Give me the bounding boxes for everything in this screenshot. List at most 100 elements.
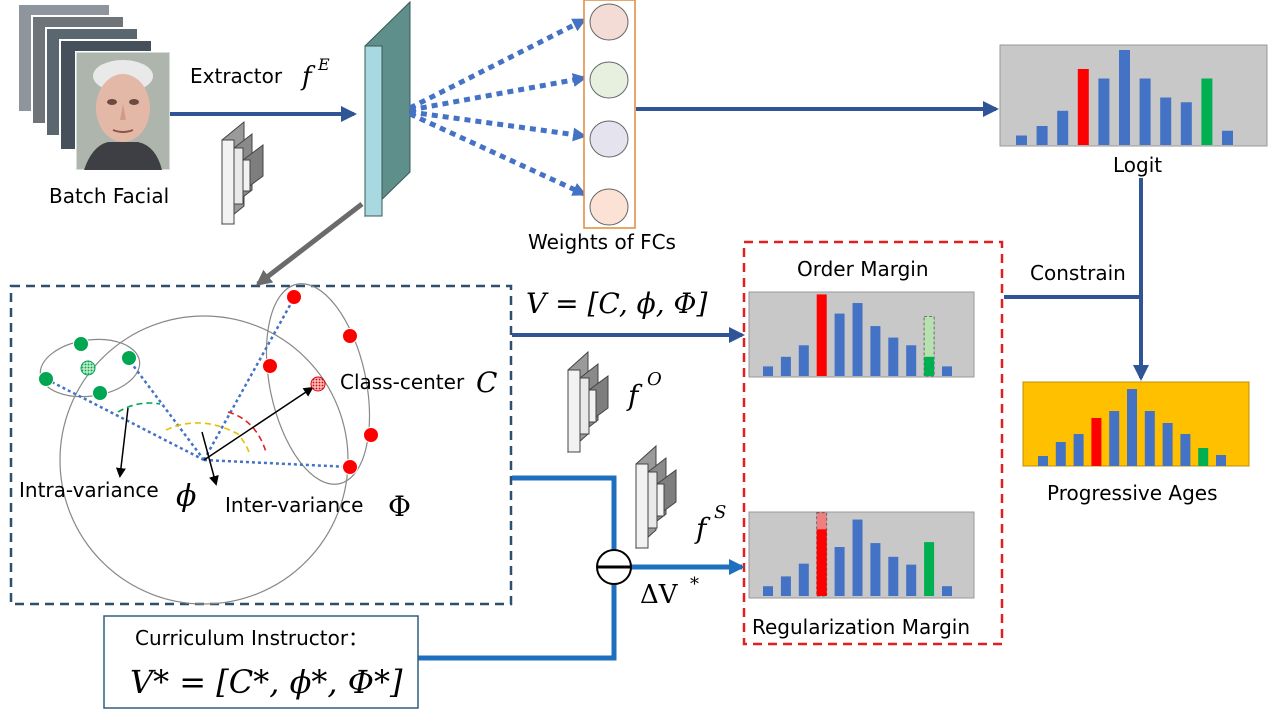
inter-variance-symbol: Φ [388, 490, 411, 523]
progressive-ages-bar-7 [1162, 423, 1173, 466]
progressive-ages-bar-0 [1038, 456, 1048, 466]
order-margin-ghost-bar-9 [923, 316, 935, 377]
order-margin-bar-1 [780, 356, 791, 376]
regularization-margin-bar-8 [906, 564, 917, 596]
logit-bars [1016, 50, 1233, 145]
f-o-superscript: O [647, 369, 662, 390]
logit-bar-4 [1098, 78, 1110, 145]
order-margin-bar-5 [852, 303, 863, 376]
hypersphere [39, 283, 371, 605]
logit-bar-1 [1036, 126, 1048, 145]
progressive-ages-bar-2 [1073, 434, 1084, 466]
feature-rays [45, 297, 351, 469]
feature-space-dashed-box [9, 284, 513, 606]
class-center-label: Class-center [340, 370, 465, 394]
v-equation: V = [C, ϕ, Φ] [526, 287, 707, 320]
constrain-label: Constrain [1030, 261, 1126, 285]
regularization-margin-bar-0 [763, 586, 773, 596]
progressive-ages-bar-10 [1216, 455, 1226, 466]
margins-dashed-box [742, 240, 1004, 646]
f-s-superscript: S [714, 502, 726, 523]
order-margin-bar-6 [870, 326, 881, 376]
intra-variance-label: Intra-variance [19, 478, 159, 502]
angle-arcs [117, 402, 267, 457]
progressive-ages-bars [1038, 389, 1226, 466]
regularization-margin-bar-7 [888, 556, 899, 596]
regularization-margin-bar-2 [798, 563, 809, 596]
logit-bar-2 [1057, 110, 1069, 145]
order-margin-bars [763, 294, 952, 377]
green-cluster-nodes [38, 336, 137, 401]
face-image-stack [17, 3, 171, 171]
order-margin-bar-7 [888, 337, 899, 376]
progressive-ages-bar-4 [1109, 411, 1120, 466]
order-margin-bar-4 [834, 313, 845, 376]
progressive-ages-bar-6 [1144, 411, 1155, 466]
inter-variance-pointer [201, 431, 219, 486]
conv-block-icon-fs [635, 444, 677, 550]
feature-plate [364, 0, 411, 218]
regularization-margin-bar-5 [852, 519, 863, 596]
progressive-ages-chart [1022, 381, 1250, 467]
delta-v-superscript: * [690, 574, 699, 595]
red-cluster-nodes [262, 289, 379, 475]
progressive-ages-bar-9 [1198, 448, 1209, 466]
conv-block-icon-fo [567, 350, 609, 454]
progressive-ages-bar-5 [1127, 389, 1137, 466]
regularization-margin-bars [763, 512, 952, 597]
weights-of-fcs-label: Weights of FCs [528, 230, 676, 254]
fc-dotted-arrows [408, 17, 587, 197]
progressive-ages-bar-8 [1180, 434, 1191, 466]
fc-weights-box [583, 0, 636, 229]
vstar-to-subtract-line [418, 584, 617, 661]
logit-bar-6 [1139, 78, 1151, 145]
order-margin-bar-10 [942, 366, 952, 376]
curriculum-instructor-label: Curriculum Instructor： [135, 626, 368, 650]
order-margin-label: Order Margin [797, 257, 929, 281]
f-o-symbol: f [626, 379, 643, 412]
order-margin-bar-0 [763, 366, 773, 376]
regularization-margin-label: Regularization Margin [752, 615, 970, 639]
logit-bar-8 [1180, 102, 1192, 145]
plate-to-space-arrow [255, 202, 364, 286]
batch-facial-label: Batch Facial [49, 184, 169, 208]
order-margin-bar-9 [924, 356, 935, 376]
conv-block-icon-extractor [221, 120, 264, 226]
logit-chart [999, 44, 1268, 147]
extractor-label: Extractor [190, 64, 283, 88]
progressive-ages-bar-3 [1091, 418, 1102, 466]
order-margin-bar-8 [906, 345, 917, 376]
logit-bar-9 [1201, 78, 1213, 145]
regularization-margin-bar-3 [816, 529, 827, 596]
v-star-equation: V* = [C*, ϕ*, Φ*] [130, 663, 403, 701]
logit-label: Logit [1113, 153, 1162, 177]
logit-bar-5 [1119, 50, 1130, 145]
logit-bar-0 [1016, 135, 1027, 145]
logit-bar-3 [1077, 69, 1089, 145]
delta-v-symbol: ΔV [640, 580, 679, 610]
logit-bar-7 [1160, 97, 1172, 145]
regularization-margin-bar-9 [924, 542, 935, 596]
regularization-margin-chart [748, 511, 975, 599]
progressive-ages-label: Progressive Ages [1047, 481, 1218, 505]
order-margin-bar-3 [816, 294, 827, 376]
f-s-symbol: f [694, 512, 711, 545]
inter-variance-label: Inter-variance [225, 493, 363, 517]
class-center-symbol: C [476, 366, 497, 399]
progressive-ages-bar-1 [1055, 442, 1066, 466]
order-margin-bar-2 [798, 345, 809, 376]
face-photo [75, 51, 171, 171]
f-e-superscript: E [317, 55, 330, 74]
intra-variance-pointer [115, 407, 129, 478]
v-to-subtract-line [512, 475, 617, 550]
subtract-operator-icon [596, 549, 632, 585]
intra-variance-symbol: ϕ [176, 479, 196, 514]
regularization-margin-bar-1 [780, 576, 791, 596]
order-margin-chart [748, 291, 975, 378]
logit-bar-10 [1222, 130, 1233, 145]
regularization-margin-bar-6 [870, 543, 881, 596]
class-center-vector [203, 386, 314, 461]
regularization-margin-bar-4 [834, 547, 845, 596]
regularization-margin-bar-10 [942, 586, 952, 596]
